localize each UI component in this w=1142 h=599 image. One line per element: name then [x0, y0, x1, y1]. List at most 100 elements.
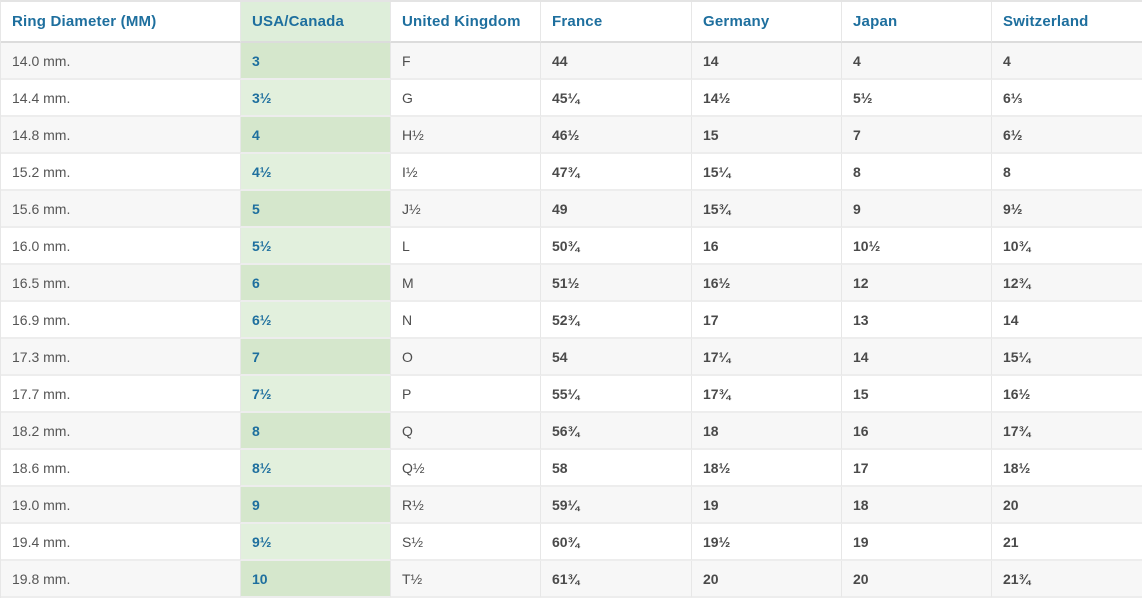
cell-japan: 4 [842, 43, 992, 80]
table-row: 19.4 mm. 9½ S½ 60¾ 19½ 19 21 [1, 524, 1142, 561]
cell-switzerland: 6½ [992, 117, 1142, 154]
column-header-france: France [541, 2, 692, 43]
cell-uk: G [391, 80, 541, 117]
table-row: 16.5 mm. 6 M 51½ 16½ 12 12¾ [1, 265, 1142, 302]
table-row: 18.6 mm. 8½ Q½ 58 18½ 17 18½ [1, 450, 1142, 487]
cell-switzerland: 16½ [992, 376, 1142, 413]
cell-usa: 7 [241, 339, 391, 376]
cell-switzerland: 6⅓ [992, 80, 1142, 117]
cell-france: 61¾ [541, 561, 692, 598]
cell-switzerland: 12¾ [992, 265, 1142, 302]
cell-france: 60¾ [541, 524, 692, 561]
cell-switzerland: 15¼ [992, 339, 1142, 376]
cell-germany: 14 [692, 43, 842, 80]
cell-france: 47¾ [541, 154, 692, 191]
cell-japan: 9 [842, 191, 992, 228]
cell-germany: 19 [692, 487, 842, 524]
cell-diameter: 18.6 mm. [1, 450, 241, 487]
cell-uk: R½ [391, 487, 541, 524]
table-row: 19.0 mm. 9 R½ 59¼ 19 18 20 [1, 487, 1142, 524]
table-row: 14.4 mm. 3½ G 45¼ 14½ 5½ 6⅓ [1, 80, 1142, 117]
cell-germany: 15 [692, 117, 842, 154]
cell-diameter: 16.5 mm. [1, 265, 241, 302]
cell-usa: 5 [241, 191, 391, 228]
cell-france: 44 [541, 43, 692, 80]
cell-france: 58 [541, 450, 692, 487]
cell-diameter: 15.2 mm. [1, 154, 241, 191]
cell-japan: 14 [842, 339, 992, 376]
cell-uk: J½ [391, 191, 541, 228]
cell-uk: P [391, 376, 541, 413]
cell-japan: 17 [842, 450, 992, 487]
cell-diameter: 19.4 mm. [1, 524, 241, 561]
cell-diameter: 14.4 mm. [1, 80, 241, 117]
cell-japan: 19 [842, 524, 992, 561]
cell-usa: 7½ [241, 376, 391, 413]
cell-france: 56¾ [541, 413, 692, 450]
cell-uk: S½ [391, 524, 541, 561]
cell-usa: 4 [241, 117, 391, 154]
cell-switzerland: 10¾ [992, 228, 1142, 265]
table-row: 14.0 mm. 3 F 44 14 4 4 [1, 43, 1142, 80]
cell-usa: 5½ [241, 228, 391, 265]
cell-uk: H½ [391, 117, 541, 154]
table-row: 17.3 mm. 7 O 54 17¼ 14 15¼ [1, 339, 1142, 376]
cell-usa: 8½ [241, 450, 391, 487]
cell-usa: 10 [241, 561, 391, 598]
cell-germany: 17 [692, 302, 842, 339]
cell-switzerland: 18½ [992, 450, 1142, 487]
table-row: 16.0 mm. 5½ L 50¾ 16 10½ 10¾ [1, 228, 1142, 265]
column-header-diameter: Ring Diameter (MM) [1, 2, 241, 43]
cell-germany: 16½ [692, 265, 842, 302]
cell-diameter: 19.0 mm. [1, 487, 241, 524]
cell-diameter: 15.6 mm. [1, 191, 241, 228]
cell-usa: 6½ [241, 302, 391, 339]
cell-diameter: 16.9 mm. [1, 302, 241, 339]
column-header-usa: USA/Canada [241, 2, 391, 43]
table-row: 14.8 mm. 4 H½ 46½ 15 7 6½ [1, 117, 1142, 154]
cell-usa: 8 [241, 413, 391, 450]
cell-switzerland: 20 [992, 487, 1142, 524]
cell-switzerland: 4 [992, 43, 1142, 80]
cell-diameter: 16.0 mm. [1, 228, 241, 265]
cell-japan: 10½ [842, 228, 992, 265]
cell-uk: O [391, 339, 541, 376]
cell-germany: 15¾ [692, 191, 842, 228]
cell-japan: 16 [842, 413, 992, 450]
cell-switzerland: 9½ [992, 191, 1142, 228]
cell-usa: 9 [241, 487, 391, 524]
cell-diameter: 18.2 mm. [1, 413, 241, 450]
cell-uk: F [391, 43, 541, 80]
table-header: Ring Diameter (MM) USA/Canada United Kingd… [1, 2, 1142, 43]
cell-france: 59¼ [541, 487, 692, 524]
cell-france: 52¾ [541, 302, 692, 339]
cell-japan: 8 [842, 154, 992, 191]
cell-france: 50¾ [541, 228, 692, 265]
cell-germany: 20 [692, 561, 842, 598]
cell-germany: 14½ [692, 80, 842, 117]
cell-uk: L [391, 228, 541, 265]
cell-diameter: 14.8 mm. [1, 117, 241, 154]
cell-france: 45¼ [541, 80, 692, 117]
table-row: 19.8 mm. 10 T½ 61¾ 20 20 21¾ [1, 561, 1142, 598]
cell-uk: N [391, 302, 541, 339]
table-row: 15.6 mm. 5 J½ 49 15¾ 9 9½ [1, 191, 1142, 228]
cell-germany: 17¼ [692, 339, 842, 376]
cell-usa: 3 [241, 43, 391, 80]
cell-diameter: 17.7 mm. [1, 376, 241, 413]
cell-france: 55¼ [541, 376, 692, 413]
cell-france: 54 [541, 339, 692, 376]
column-header-switzerland: Switzerland [992, 2, 1142, 43]
cell-usa: 6 [241, 265, 391, 302]
cell-uk: Q½ [391, 450, 541, 487]
cell-france: 46½ [541, 117, 692, 154]
header-row: Ring Diameter (MM) USA/Canada United Kingd… [1, 2, 1142, 43]
cell-switzerland: 21 [992, 524, 1142, 561]
cell-diameter: 17.3 mm. [1, 339, 241, 376]
cell-uk: I½ [391, 154, 541, 191]
cell-japan: 15 [842, 376, 992, 413]
cell-japan: 7 [842, 117, 992, 154]
cell-germany: 16 [692, 228, 842, 265]
table-row: 16.9 mm. 6½ N 52¾ 17 13 14 [1, 302, 1142, 339]
